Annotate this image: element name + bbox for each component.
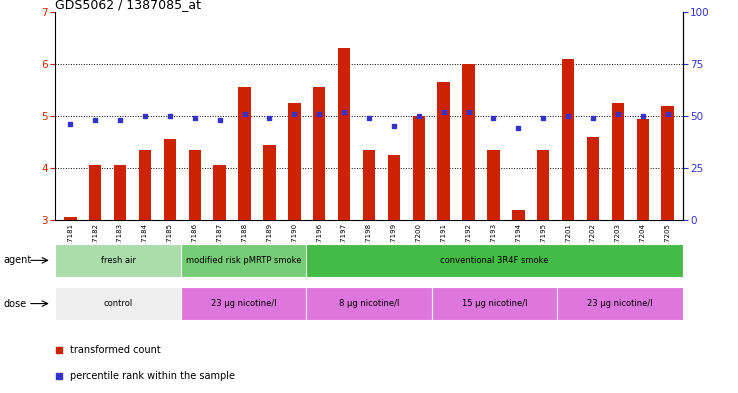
Bar bbox=[557, 287, 683, 320]
Bar bbox=[55, 244, 181, 277]
Text: transformed count: transformed count bbox=[70, 345, 161, 355]
Bar bbox=[188, 150, 201, 220]
Bar bbox=[114, 165, 126, 220]
Bar bbox=[612, 103, 624, 220]
Bar bbox=[64, 217, 77, 220]
Bar bbox=[637, 119, 649, 220]
Bar bbox=[438, 82, 450, 220]
Bar bbox=[164, 140, 176, 220]
Bar bbox=[139, 150, 151, 220]
Bar bbox=[306, 287, 432, 320]
Bar bbox=[181, 244, 306, 277]
Bar bbox=[288, 103, 300, 220]
Bar bbox=[562, 59, 574, 220]
Bar bbox=[432, 287, 557, 320]
Text: modified risk pMRTP smoke: modified risk pMRTP smoke bbox=[186, 256, 301, 265]
Bar bbox=[661, 105, 674, 220]
Bar bbox=[306, 244, 683, 277]
Text: 23 μg nicotine/l: 23 μg nicotine/l bbox=[211, 299, 276, 308]
Text: percentile rank within the sample: percentile rank within the sample bbox=[70, 371, 235, 381]
Bar bbox=[587, 137, 599, 220]
Bar bbox=[413, 116, 425, 220]
Bar bbox=[263, 145, 276, 220]
Bar bbox=[537, 150, 550, 220]
Text: control: control bbox=[103, 299, 133, 308]
Text: dose: dose bbox=[4, 299, 27, 309]
Bar bbox=[387, 155, 400, 220]
Bar bbox=[313, 87, 325, 220]
Bar bbox=[338, 48, 351, 220]
Text: 23 μg nicotine/l: 23 μg nicotine/l bbox=[587, 299, 652, 308]
Bar bbox=[487, 150, 500, 220]
Bar bbox=[238, 87, 251, 220]
Bar bbox=[55, 287, 181, 320]
Text: GDS5062 / 1387085_at: GDS5062 / 1387085_at bbox=[55, 0, 201, 11]
Bar bbox=[462, 64, 475, 220]
Bar bbox=[363, 150, 375, 220]
Text: agent: agent bbox=[4, 255, 32, 265]
Text: fresh air: fresh air bbox=[100, 256, 136, 265]
Bar bbox=[89, 165, 101, 220]
Bar bbox=[181, 287, 306, 320]
Bar bbox=[512, 210, 525, 220]
Bar bbox=[213, 165, 226, 220]
Text: 15 μg nicotine/l: 15 μg nicotine/l bbox=[462, 299, 527, 308]
Text: conventional 3R4F smoke: conventional 3R4F smoke bbox=[440, 256, 549, 265]
Text: 8 μg nicotine/l: 8 μg nicotine/l bbox=[339, 299, 399, 308]
